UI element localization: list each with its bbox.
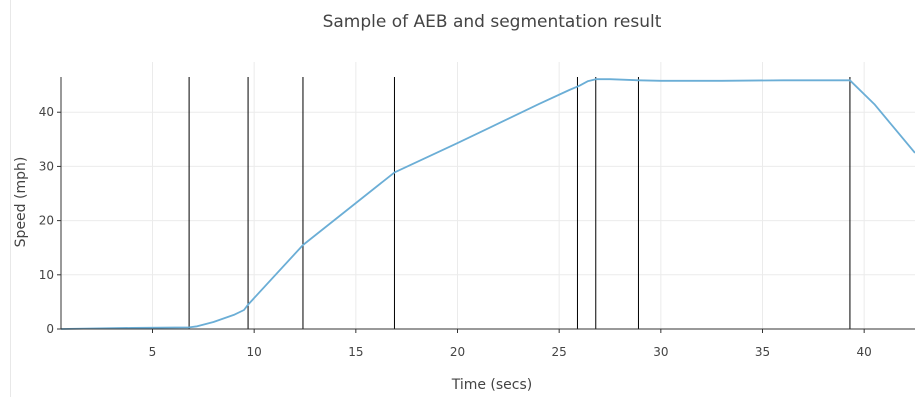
x-tick-label: 25 (552, 345, 567, 359)
chart-title: Sample of AEB and segmentation result (323, 12, 662, 32)
y-tick-label: 0 (46, 322, 54, 336)
x-tick-label: 20 (450, 345, 465, 359)
speed-series-line (60, 78, 915, 330)
y-tick-label: 40 (39, 105, 54, 119)
x-tick-label: 40 (857, 345, 872, 359)
x-tick-labels: 5 10 15 20 25 30 35 40 (149, 329, 872, 359)
y-tick-labels: 0 10 20 30 40 (39, 105, 61, 336)
y-tick-label: 30 (39, 159, 54, 173)
x-tick-label: 15 (348, 345, 363, 359)
x-axis-title: Time (secs) (451, 377, 533, 393)
gridlines (61, 62, 915, 329)
x-tick-label: 30 (653, 345, 668, 359)
x-tick-label: 5 (149, 345, 157, 359)
y-axis-title: Speed (mph) (13, 157, 29, 248)
x-tick-label: 10 (247, 345, 262, 359)
segment-boundaries (188, 77, 851, 329)
axes (60, 77, 915, 330)
x-tick-label: 35 (755, 345, 770, 359)
y-tick-label: 10 (39, 268, 54, 282)
y-tick-label: 20 (39, 214, 54, 228)
